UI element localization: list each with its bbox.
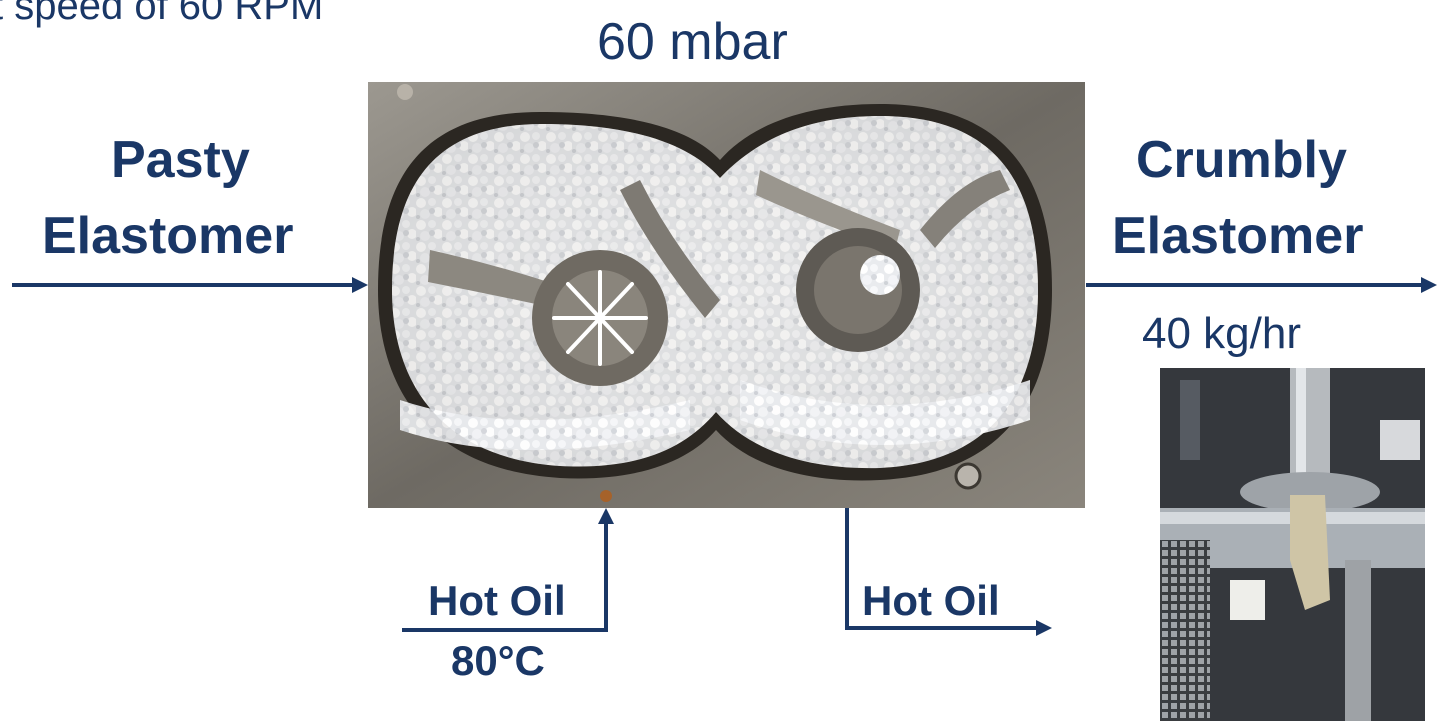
input-arrowhead	[352, 277, 368, 293]
hot-oil-in-arrow	[402, 518, 608, 632]
hot-oil-out-label: Hot Oil	[862, 577, 1000, 624]
output-arrowhead	[1421, 277, 1437, 293]
input-label-line1: Pasty	[111, 131, 250, 189]
output-label-line2: Elastomer	[1112, 207, 1364, 265]
input-label-line2: Elastomer	[42, 207, 294, 265]
discharge-photo	[1160, 368, 1425, 721]
arrows	[12, 283, 1427, 632]
output-label-line1: Crumbly	[1136, 131, 1347, 189]
hot-oil-out-arrow	[845, 508, 1040, 630]
mixer-photo	[368, 82, 1085, 508]
pressure-label: 60 mbar	[597, 13, 788, 71]
output-rate-label: 40 kg/hr	[1142, 309, 1301, 358]
hot-oil-out-arrowhead	[1036, 620, 1052, 636]
hot-oil-temperature: 80°C	[451, 637, 545, 684]
hot-oil-in-label: Hot Oil	[428, 577, 566, 624]
hot-oil-in-arrowhead	[598, 508, 614, 524]
rotor-speed-text: t speed of 60 RPM	[0, 0, 324, 28]
